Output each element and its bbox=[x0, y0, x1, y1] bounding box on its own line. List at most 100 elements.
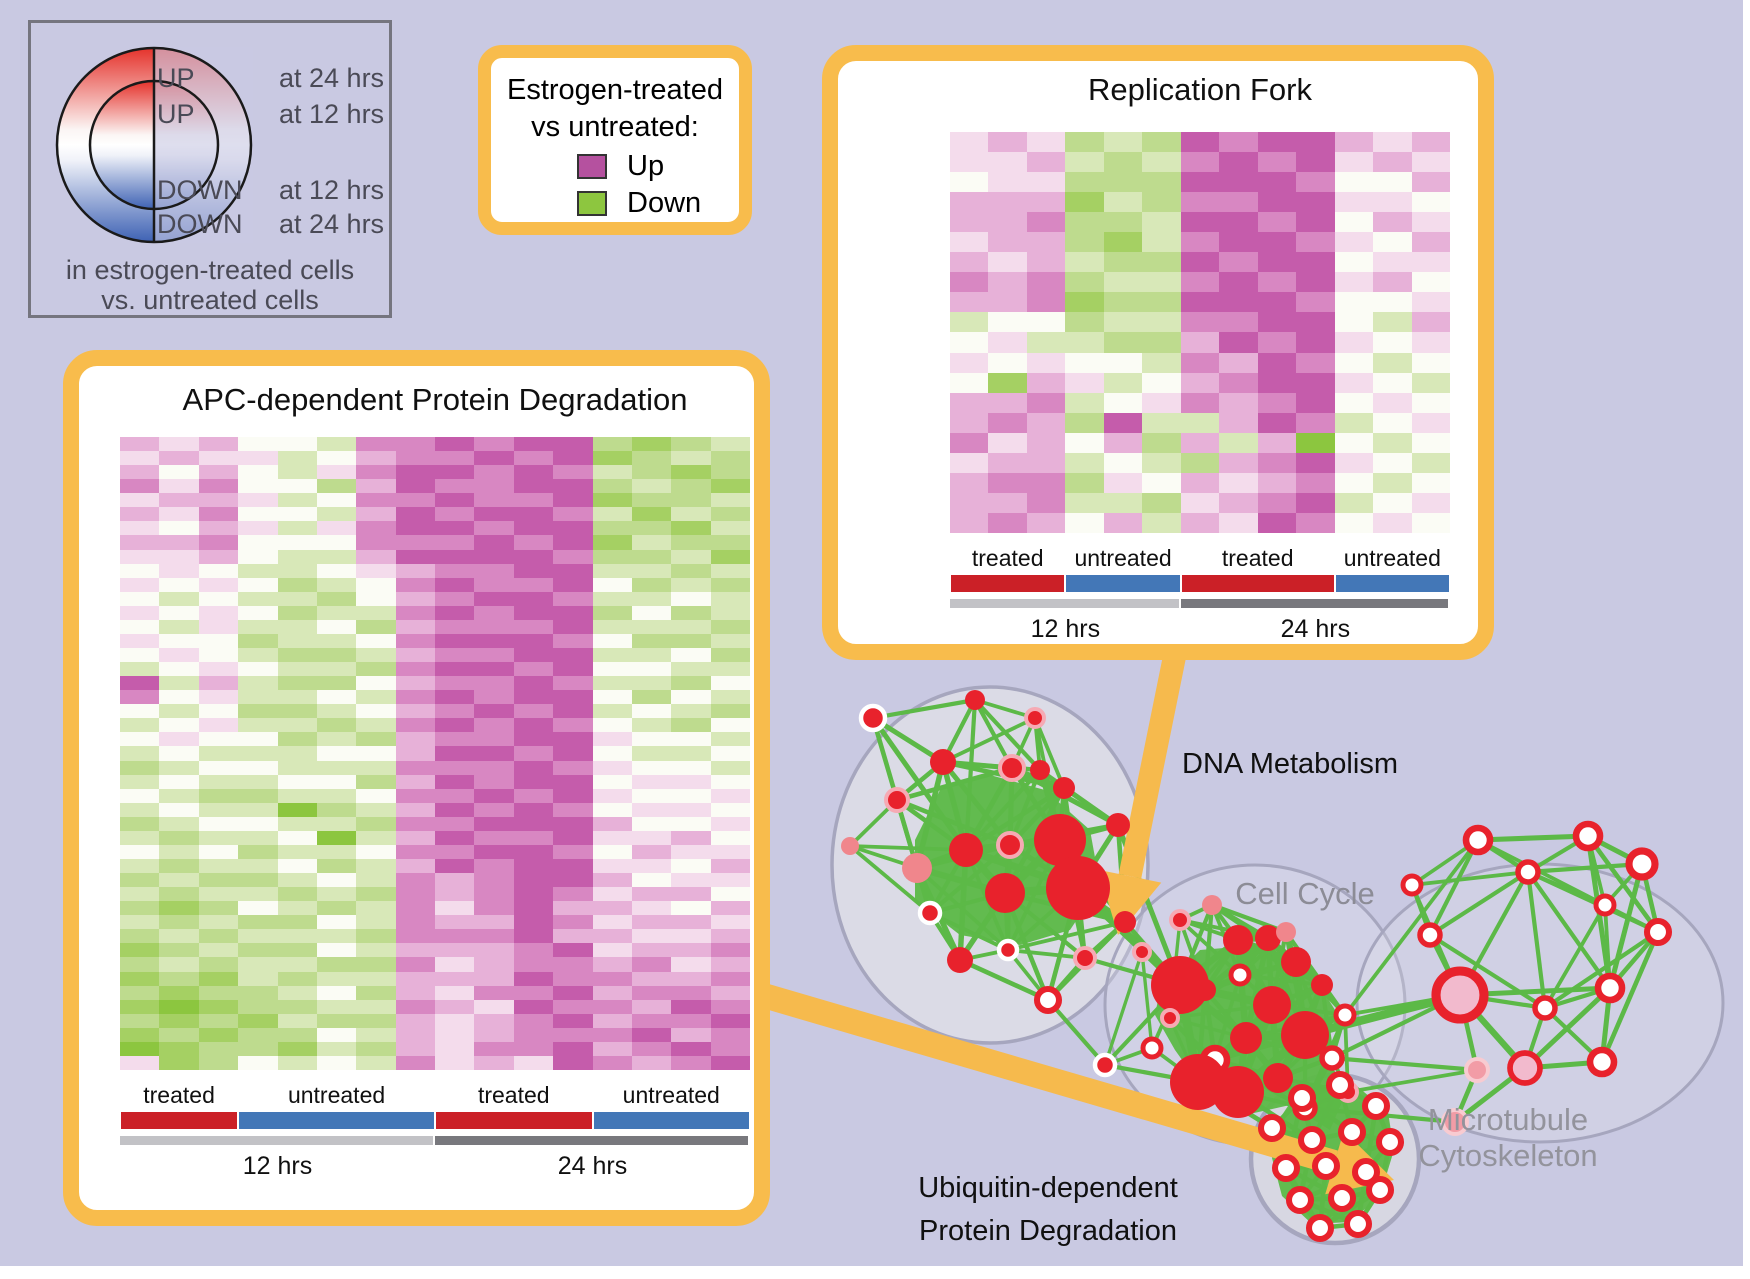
heatmap-cell bbox=[1373, 292, 1412, 313]
heatmap-cell bbox=[553, 465, 593, 480]
heatmap-cell bbox=[1142, 152, 1181, 173]
heatmap-cell bbox=[238, 844, 278, 859]
heatmap-cell bbox=[316, 437, 357, 452]
heatmap-cell bbox=[592, 690, 632, 705]
heatmap-cell bbox=[435, 858, 475, 874]
heatmap-cell bbox=[1142, 392, 1181, 413]
heatmap-cell bbox=[1026, 512, 1066, 533]
heatmap-cell bbox=[1296, 412, 1335, 433]
heatmap-cell bbox=[159, 999, 199, 1014]
heatmap-cell bbox=[1219, 312, 1258, 333]
heatmap-cell bbox=[513, 718, 554, 733]
heatmap-cell bbox=[277, 437, 317, 452]
heatmap-cell bbox=[1180, 432, 1220, 453]
heatmap-cell bbox=[1103, 272, 1143, 293]
heatmap-cell bbox=[1142, 252, 1181, 273]
condition-label-untreated-12: untreated bbox=[1074, 545, 1172, 571]
heatmap-cell bbox=[513, 521, 554, 536]
heatmap-cell bbox=[631, 999, 672, 1014]
heatmap-cell bbox=[277, 788, 317, 803]
heatmap-cell bbox=[277, 858, 317, 874]
heatmap-cell bbox=[238, 774, 278, 789]
heatmap-cell bbox=[238, 1027, 278, 1042]
heatmap-cell bbox=[1180, 312, 1220, 333]
heatmap-cell bbox=[238, 437, 278, 452]
heatmap-cell bbox=[710, 479, 750, 494]
heatmap-cell bbox=[631, 887, 672, 902]
network-node-pr bbox=[998, 754, 1026, 782]
heatmap-cell bbox=[198, 971, 239, 986]
heatmap-cell bbox=[631, 1055, 672, 1070]
network-edge bbox=[1331, 1055, 1478, 1073]
heatmap-cell bbox=[1065, 332, 1104, 353]
heatmap-cell bbox=[474, 929, 514, 944]
heatmap-cell bbox=[395, 1013, 435, 1028]
heatmap-cell bbox=[592, 704, 632, 719]
time-label-12hrs: 12 hrs bbox=[1030, 615, 1101, 643]
heatmap-cell bbox=[592, 507, 632, 522]
network-edge bbox=[1477, 833, 1589, 843]
heatmap-cell bbox=[435, 971, 475, 986]
heatmap-cell bbox=[198, 633, 239, 648]
heatmap-cell bbox=[238, 887, 278, 902]
heatmap-cell bbox=[1180, 392, 1220, 413]
time-bar-24hrs bbox=[435, 1136, 748, 1145]
heatmap-cell bbox=[238, 746, 278, 761]
heatmap-cell bbox=[1334, 312, 1374, 333]
heatmap-cell bbox=[710, 887, 750, 902]
heatmap-cell bbox=[356, 549, 396, 564]
network-node-pp bbox=[1441, 1108, 1469, 1136]
heatmap-cell bbox=[631, 985, 672, 1000]
heatmap-cell bbox=[277, 591, 317, 606]
heatmap-cell bbox=[356, 957, 396, 972]
network-node-wr bbox=[1311, 1151, 1341, 1181]
heatmap-cell bbox=[631, 774, 672, 789]
heatmap-cell bbox=[435, 662, 475, 677]
network-node-pr bbox=[884, 787, 910, 813]
heatmap-cell bbox=[1103, 412, 1143, 433]
network-node-rp bbox=[1276, 922, 1296, 942]
heatmap-cell bbox=[671, 521, 711, 536]
heatmap-cell bbox=[474, 788, 514, 803]
heatmap-cell bbox=[120, 451, 160, 466]
heatmap-cell bbox=[513, 493, 554, 508]
heatmap-cell bbox=[553, 633, 593, 648]
heatmap-cell bbox=[277, 802, 317, 817]
heatmap-cell bbox=[1065, 392, 1104, 413]
heatmap-cell bbox=[277, 760, 317, 775]
network-node-pr bbox=[996, 831, 1024, 859]
cluster-label: Cell Cycle bbox=[1235, 876, 1375, 911]
heatmap-cell bbox=[120, 577, 160, 592]
heatmap-cell bbox=[198, 943, 239, 958]
heatmap-cell bbox=[159, 1041, 199, 1056]
heatmap-cell bbox=[198, 535, 239, 550]
heatmap-cell bbox=[1180, 172, 1220, 193]
estrogen-updown-legend: Estrogen-treated vs untreated: Up Down bbox=[478, 45, 752, 235]
heatmap-cell bbox=[198, 1055, 239, 1070]
heatmap-cell bbox=[710, 662, 750, 677]
network-node-wr bbox=[1400, 873, 1424, 897]
heatmap-cell bbox=[631, 704, 672, 719]
heatmap-cell bbox=[238, 507, 278, 522]
heatmap-cell bbox=[277, 929, 317, 944]
legend-down-12-word: DOWN bbox=[157, 175, 243, 205]
heatmap-cell bbox=[395, 507, 435, 522]
heatmap-cell bbox=[395, 844, 435, 859]
heatmap-cell bbox=[356, 985, 396, 1000]
network-node-wr bbox=[1333, 1003, 1357, 1027]
heatmap-cell bbox=[395, 999, 435, 1014]
heatmap-cell bbox=[671, 662, 711, 677]
heatmap-cell bbox=[988, 192, 1027, 213]
heatmap-cell bbox=[988, 272, 1027, 293]
heatmap-cell bbox=[474, 535, 514, 550]
heatmap-cell bbox=[474, 690, 514, 705]
untreated-color-bar bbox=[593, 1112, 749, 1129]
heatmap-cell bbox=[316, 563, 357, 578]
heatmap-cell bbox=[435, 985, 475, 1000]
heatmap-cell bbox=[1296, 152, 1335, 173]
heatmap-cell bbox=[592, 830, 632, 845]
heatmap-cell bbox=[316, 1013, 357, 1028]
heatmap-cell bbox=[316, 465, 357, 480]
network-node-r bbox=[1281, 947, 1311, 977]
heatmap-cell bbox=[988, 352, 1027, 373]
